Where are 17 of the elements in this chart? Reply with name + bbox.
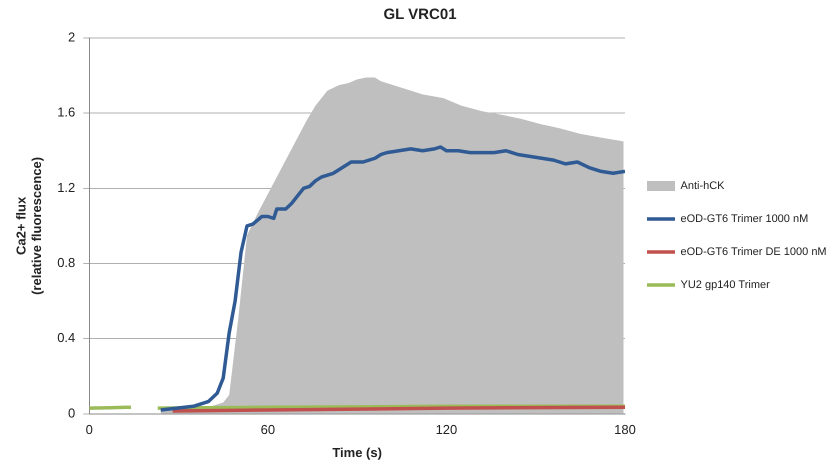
chart-title: GL VRC01 xyxy=(383,6,457,24)
y-tick-label: 2 xyxy=(68,30,76,45)
x-tick-label: 120 xyxy=(436,422,458,438)
legend-label: eOD-GT6 Trimer DE 1000 nM xyxy=(680,246,827,258)
legend-label: Anti-hCK xyxy=(680,180,726,192)
y-tick-label: 0.8 xyxy=(57,255,76,270)
legend-label: YU2 gp140 Trimer xyxy=(680,279,770,292)
x-tick-label: 60 xyxy=(260,422,276,438)
y-tick-label: 1.6 xyxy=(57,104,76,120)
y-tick-label: 1.2 xyxy=(57,180,76,195)
x-axis-title: Time (s) xyxy=(332,444,382,460)
x-tick-label: 180 xyxy=(614,422,636,438)
y-tick-label: 0.4 xyxy=(57,330,76,346)
y-tick-label: 0 xyxy=(68,405,76,420)
x-tick-label: 0 xyxy=(86,422,93,438)
legend-label: eOD-GT6 Trimer 1000 nM xyxy=(680,213,808,226)
y-axis-title: Ca2+ flux (relative fluorescence) xyxy=(13,156,44,295)
